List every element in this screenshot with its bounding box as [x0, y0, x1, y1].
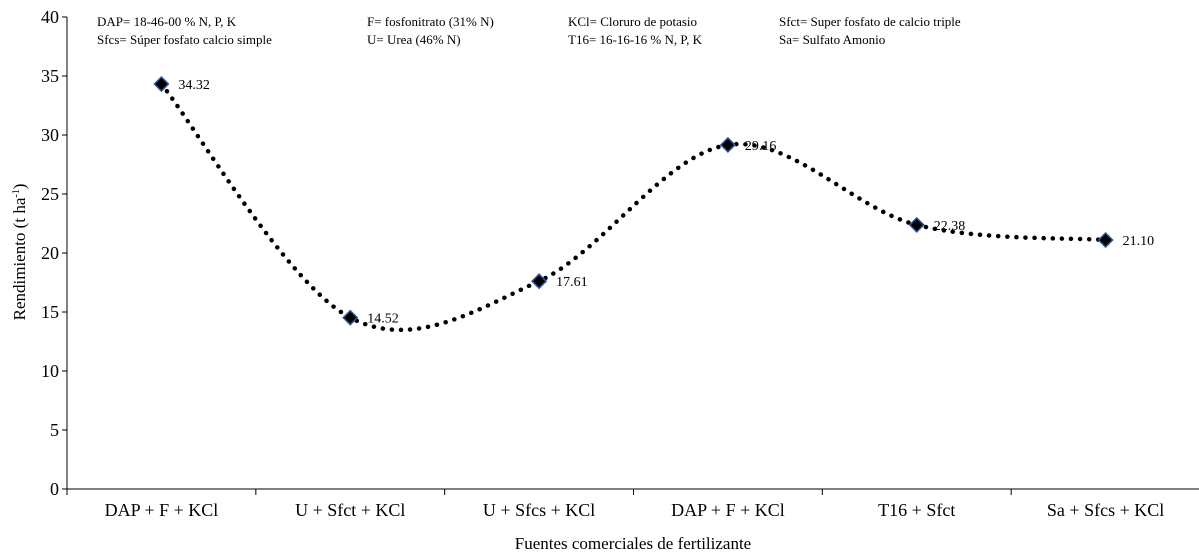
x-ticks: DAP + F + KCl U + Sfct + KCl U + Sfcs + KC… [66, 489, 1164, 520]
x-tick-label: DAP + F + KCl [105, 500, 219, 520]
legend-note-kcl: KCl= Cloruro de potasio [568, 14, 697, 29]
series-line [159, 81, 1108, 333]
legend-notes: DAP= 18-46-00 % N, P, K F= fosfonitrato … [97, 14, 961, 47]
data-label: 34.32 [178, 78, 210, 93]
y-tick-label: 30 [41, 125, 59, 145]
x-tick-label: DAP + F + KCl [671, 500, 785, 520]
plot-area: 34.32 14.52 17.61 29.16 22.38 21.10 [153, 75, 1155, 333]
y-tick-label: 10 [41, 361, 59, 381]
y-ticks: 0 5 10 15 20 25 30 35 40 [41, 7, 67, 499]
y-axis-title-close: ) [10, 184, 29, 190]
y-tick-label: 40 [41, 7, 59, 27]
y-tick-label: 20 [41, 243, 59, 263]
data-label: 17.61 [556, 275, 588, 290]
legend-note-sfcs: Sfcs= Súper fosfato calcio simple [97, 32, 272, 47]
y-tick-label: 0 [50, 479, 59, 499]
y-tick-label: 5 [50, 420, 59, 440]
legend-note-f: F= fosfonitrato (31% N) [367, 14, 494, 29]
y-axis-title-sup: -1 [11, 189, 22, 197]
legend-note-sa: Sa= Sulfato Amonio [779, 32, 885, 47]
y-axis-title: Rendimiento (t ha-1) [10, 184, 29, 321]
data-label: 29.16 [745, 139, 777, 154]
legend-note-sfct: Sfct= Super fosfato de calcio triple [779, 14, 961, 29]
data-label: 22.38 [934, 219, 966, 234]
x-axis: DAP + F + KCl U + Sfct + KCl U + Sfcs + KC… [66, 488, 1199, 520]
data-point-marker [1097, 231, 1114, 249]
x-axis-title: Fuentes comerciales de fertilizante [515, 534, 751, 553]
x-tick-label: U + Sfcs + KCl [483, 500, 595, 520]
data-point-marker [342, 309, 359, 326]
legend-note-dap: DAP= 18-46-00 % N, P, K [97, 14, 237, 29]
x-tick-label: U + Sfct + KCl [295, 500, 405, 520]
y-tick-label: 35 [41, 66, 59, 86]
data-point-marker [908, 216, 925, 233]
data-label: 21.10 [1123, 234, 1155, 249]
data-point-marker [531, 273, 548, 290]
y-axis: 0 5 10 15 20 25 30 35 40 [41, 7, 68, 499]
y-tick-label: 25 [41, 184, 59, 204]
y-axis-title-main: Rendimiento (t ha [10, 197, 29, 320]
y-tick-label: 15 [41, 302, 59, 322]
data-label: 14.52 [367, 312, 399, 327]
legend-note-u: U= Urea (46% N) [367, 32, 461, 47]
data-point-marker [719, 136, 736, 153]
data-point-marker [153, 75, 170, 93]
x-tick-label: Sa + Sfcs + KCl [1047, 500, 1164, 520]
x-tick-label: T16 + Sfct [878, 500, 955, 520]
legend-note-t16: T16= 16-16-16 % N, P, K [568, 32, 703, 47]
